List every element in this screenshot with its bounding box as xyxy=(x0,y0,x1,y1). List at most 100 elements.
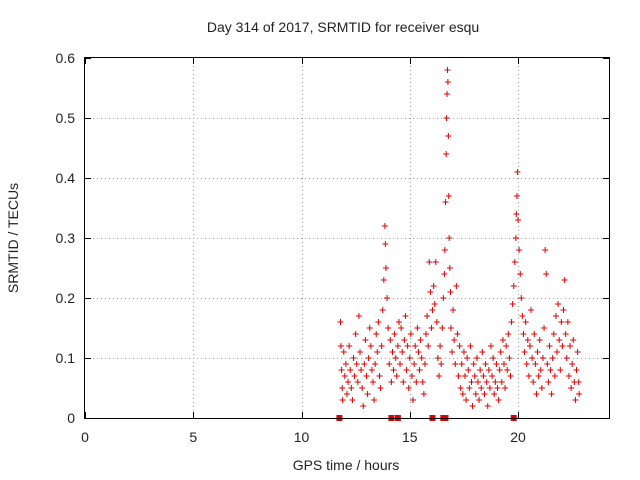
data-point xyxy=(388,379,395,385)
data-point xyxy=(374,349,381,355)
data-point xyxy=(466,385,473,391)
data-point xyxy=(564,319,571,325)
data-point xyxy=(455,373,462,379)
data-point xyxy=(452,361,459,367)
data-point xyxy=(441,247,448,253)
data-point xyxy=(401,337,408,343)
x-tick-label: 0 xyxy=(81,429,89,445)
data-point xyxy=(519,313,526,319)
data-point xyxy=(416,367,423,373)
data-point xyxy=(337,319,344,325)
data-point xyxy=(546,343,553,349)
data-point xyxy=(379,307,386,313)
data-point xyxy=(486,385,493,391)
data-point xyxy=(399,349,406,355)
data-point xyxy=(417,337,424,343)
data-point xyxy=(572,397,579,403)
data-point xyxy=(432,259,439,265)
data-point xyxy=(450,307,457,313)
data-point xyxy=(390,367,397,373)
data-point xyxy=(526,343,533,349)
data-point xyxy=(552,313,559,319)
data-point xyxy=(529,355,536,361)
x-axis-label: GPS time / hours xyxy=(293,457,400,473)
data-point xyxy=(531,331,538,337)
data-point xyxy=(443,151,450,157)
data-point xyxy=(443,115,450,121)
data-point xyxy=(394,343,401,349)
data-point xyxy=(485,367,492,373)
data-point xyxy=(464,355,471,361)
data-point xyxy=(489,373,496,379)
data-point xyxy=(565,373,572,379)
data-point xyxy=(392,355,399,361)
data-point xyxy=(491,391,498,397)
data-point xyxy=(575,379,582,385)
x-tick-label: 15 xyxy=(402,429,418,445)
data-point xyxy=(509,301,516,307)
data-point xyxy=(482,361,489,367)
data-point xyxy=(471,373,478,379)
plot-frame xyxy=(84,57,610,419)
data-point xyxy=(547,367,554,373)
data-point xyxy=(458,361,465,367)
data-point xyxy=(424,313,431,319)
data-point xyxy=(503,343,510,349)
data-point xyxy=(473,355,480,361)
data-point xyxy=(426,259,433,265)
data-point xyxy=(412,343,419,349)
data-point xyxy=(373,331,380,337)
data-point xyxy=(506,355,513,361)
data-point xyxy=(425,343,432,349)
data-point xyxy=(429,307,436,313)
data-point xyxy=(428,325,435,331)
data-point xyxy=(405,385,412,391)
data-point xyxy=(498,379,505,385)
data-point xyxy=(542,247,549,253)
data-point xyxy=(576,391,583,397)
data-point xyxy=(414,325,421,331)
data-point xyxy=(511,259,518,265)
data-point xyxy=(339,385,346,391)
data-point xyxy=(524,337,531,343)
data-point xyxy=(427,289,434,295)
data-point xyxy=(434,355,441,361)
data-point xyxy=(556,337,563,343)
data-point xyxy=(400,379,407,385)
data-point xyxy=(391,331,398,337)
data-point xyxy=(487,343,494,349)
data-point xyxy=(398,325,405,331)
data-point xyxy=(348,385,355,391)
data-point xyxy=(354,379,361,385)
data-point xyxy=(444,67,451,73)
data-point xyxy=(402,313,409,319)
data-point xyxy=(423,331,430,337)
x-tick-label: 20 xyxy=(510,429,526,445)
data-point xyxy=(492,379,499,385)
data-point xyxy=(480,373,487,379)
data-point xyxy=(363,373,370,379)
data-point xyxy=(536,337,543,343)
data-point xyxy=(460,349,467,355)
data-point xyxy=(470,361,477,367)
data-point xyxy=(475,379,481,385)
data-point xyxy=(554,349,561,355)
data-point xyxy=(495,397,502,403)
data-point xyxy=(499,337,506,343)
data-point xyxy=(523,361,530,367)
data-point xyxy=(525,373,532,379)
data-point xyxy=(555,301,562,307)
data-point xyxy=(453,283,460,289)
data-point xyxy=(521,349,528,355)
data-point xyxy=(340,349,347,355)
data-point xyxy=(352,331,359,337)
data-point xyxy=(418,355,425,361)
y-tick-label: 0.3 xyxy=(56,230,76,246)
data-point xyxy=(563,355,570,361)
data-point xyxy=(532,361,539,367)
data-point xyxy=(349,397,356,403)
data-point xyxy=(447,325,454,331)
data-point xyxy=(510,283,517,289)
data-point xyxy=(493,361,500,367)
y-tick-labels: 0 0.1 0.2 0.3 0.4 0.5 0.6 xyxy=(56,50,76,426)
